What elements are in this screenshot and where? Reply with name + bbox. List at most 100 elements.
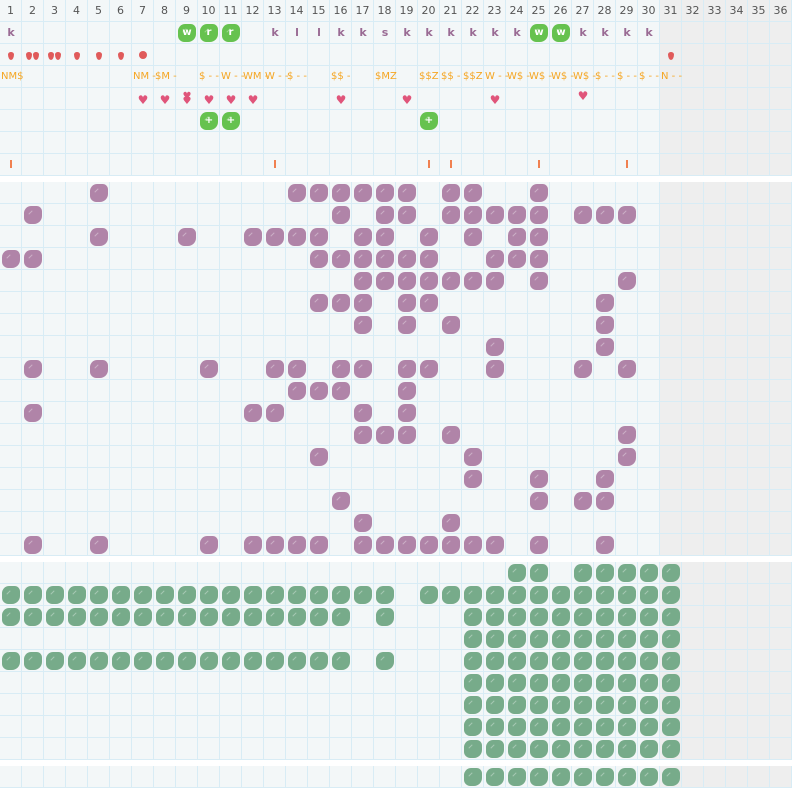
grid-cell[interactable]	[418, 606, 440, 628]
grid-cell[interactable]	[726, 490, 748, 512]
grid-cell[interactable]	[682, 314, 704, 336]
grid-cell[interactable]	[264, 606, 286, 628]
grid-cell[interactable]	[726, 446, 748, 468]
purple-block[interactable]	[354, 536, 372, 554]
grid-cell[interactable]	[242, 292, 264, 314]
grid-cell[interactable]	[154, 270, 176, 292]
grid-cell[interactable]	[396, 204, 418, 226]
grid-cell[interactable]	[528, 402, 550, 424]
purple-block[interactable]	[376, 272, 394, 290]
grid-cell[interactable]: r	[198, 22, 220, 44]
green-block[interactable]	[112, 652, 130, 670]
purple-block[interactable]	[508, 206, 526, 224]
grid-cell[interactable]	[748, 584, 770, 606]
grid-cell[interactable]	[110, 314, 132, 336]
green-block[interactable]	[530, 630, 548, 648]
grid-cell[interactable]	[88, 154, 110, 176]
grid-cell[interactable]	[308, 650, 330, 672]
grid-cell[interactable]	[682, 468, 704, 490]
purple-block[interactable]	[530, 228, 548, 246]
green-block[interactable]	[552, 696, 570, 714]
grid-cell[interactable]	[286, 110, 308, 132]
grid-cell[interactable]	[572, 766, 594, 788]
grid-cell[interactable]	[154, 738, 176, 760]
grid-cell[interactable]	[550, 204, 572, 226]
grid-cell[interactable]	[176, 270, 198, 292]
grid-cell[interactable]	[0, 562, 22, 584]
grid-cell[interactable]	[528, 446, 550, 468]
grid-cell[interactable]: $$Z	[462, 66, 484, 88]
purple-block[interactable]	[354, 404, 372, 422]
grid-cell[interactable]	[286, 88, 308, 110]
green-block[interactable]	[530, 652, 548, 670]
grid-cell[interactable]	[528, 110, 550, 132]
grid-cell[interactable]	[704, 292, 726, 314]
grid-cell[interactable]	[726, 606, 748, 628]
grid-cell[interactable]	[110, 336, 132, 358]
grid-cell[interactable]	[484, 226, 506, 248]
grid-cell[interactable]	[418, 292, 440, 314]
purple-block[interactable]	[574, 492, 592, 510]
grid-cell[interactable]	[748, 672, 770, 694]
grid-cell[interactable]	[770, 132, 792, 154]
grid-cell[interactable]	[0, 292, 22, 314]
grid-cell[interactable]	[506, 292, 528, 314]
grid-cell[interactable]	[352, 110, 374, 132]
grid-cell[interactable]	[352, 226, 374, 248]
grid-cell[interactable]	[506, 154, 528, 176]
grid-cell[interactable]	[0, 716, 22, 738]
grid-cell[interactable]	[616, 182, 638, 204]
grid-cell[interactable]	[528, 154, 550, 176]
grid-cell[interactable]	[440, 110, 462, 132]
grid-cell[interactable]	[462, 44, 484, 66]
grid-cell[interactable]	[550, 738, 572, 760]
grid-cell[interactable]: NM$	[0, 66, 23, 88]
green-block[interactable]	[596, 718, 614, 736]
purple-block[interactable]	[508, 228, 526, 246]
grid-cell[interactable]	[154, 336, 176, 358]
grid-cell[interactable]	[770, 226, 792, 248]
grid-cell[interactable]	[352, 468, 374, 490]
grid-cell[interactable]	[44, 424, 66, 446]
green-block[interactable]	[508, 740, 526, 758]
grid-cell[interactable]	[506, 534, 528, 556]
grid-cell[interactable]	[704, 226, 726, 248]
grid-cell[interactable]	[66, 650, 88, 672]
grid-cell[interactable]	[374, 358, 396, 380]
green-block[interactable]	[618, 652, 636, 670]
grid-cell[interactable]	[44, 716, 66, 738]
green-block[interactable]	[618, 768, 636, 786]
grid-cell[interactable]	[176, 248, 198, 270]
grid-cell[interactable]	[264, 672, 286, 694]
grid-cell[interactable]	[638, 562, 660, 584]
green-block[interactable]	[618, 740, 636, 758]
grid-cell[interactable]	[88, 66, 110, 88]
grid-cell[interactable]	[748, 270, 770, 292]
grid-cell[interactable]	[572, 694, 594, 716]
grid-cell[interactable]: $ - -	[638, 66, 660, 88]
grid-cell[interactable]	[242, 402, 264, 424]
grid-cell[interactable]	[682, 248, 704, 270]
grid-cell[interactable]: +	[220, 110, 242, 132]
green-block[interactable]	[156, 608, 174, 626]
grid-cell[interactable]	[66, 490, 88, 512]
grid-cell[interactable]	[352, 766, 374, 788]
grid-cell[interactable]	[242, 226, 264, 248]
green-block[interactable]	[596, 608, 614, 626]
grid-cell[interactable]	[110, 628, 132, 650]
grid-cell[interactable]	[176, 402, 198, 424]
green-block[interactable]	[2, 608, 20, 626]
purple-block[interactable]	[530, 272, 548, 290]
grid-cell[interactable]	[374, 88, 396, 110]
grid-cell[interactable]	[352, 562, 374, 584]
grid-cell[interactable]	[110, 402, 132, 424]
grid-cell[interactable]	[616, 424, 638, 446]
grid-cell[interactable]	[682, 88, 704, 110]
grid-cell[interactable]	[154, 562, 176, 584]
grid-cell[interactable]	[462, 380, 484, 402]
grid-cell[interactable]	[594, 248, 616, 270]
grid-cell[interactable]	[572, 716, 594, 738]
grid-cell[interactable]	[110, 562, 132, 584]
grid-cell[interactable]	[44, 88, 66, 110]
grid-cell[interactable]	[726, 270, 748, 292]
